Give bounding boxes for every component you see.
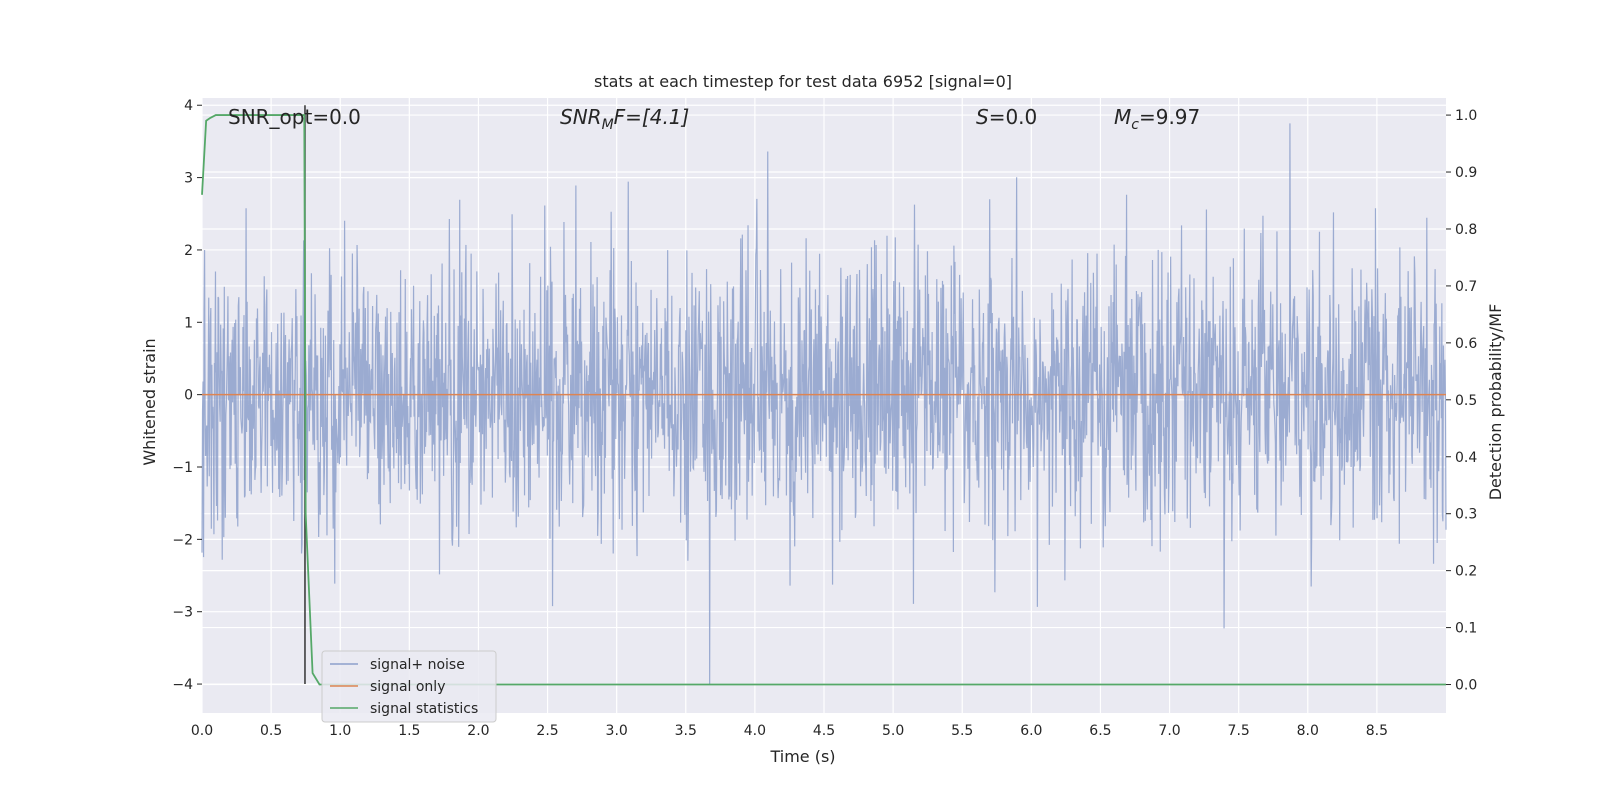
y-tick-label-right: 0.9 xyxy=(1455,165,1477,181)
annotation-s: S=0.0 xyxy=(976,105,1037,129)
y-tick-label-left: −4 xyxy=(172,677,193,693)
y-tick-label-right: 0.5 xyxy=(1455,393,1477,409)
y-tick-label-right: 0.7 xyxy=(1455,279,1477,295)
y-axis-label-left: Whitened strain xyxy=(140,338,159,465)
y-tick-label-right: 1.0 xyxy=(1455,108,1477,124)
y-tick-label-right: 0.6 xyxy=(1455,336,1477,352)
x-tick-label: 6.0 xyxy=(1020,723,1042,739)
x-tick-label: 1.5 xyxy=(398,723,420,739)
ticks: 0.0 0.5 1.0 1.5 2.0 2.5 3.0 3.5 4.0 4.5 5.0 5.5 6.0 6… xyxy=(172,98,1477,739)
legend-box xyxy=(321,650,497,723)
x-tick-label: 0.5 xyxy=(260,723,282,739)
annotation-snr-mf-suffix: F=[4.1] xyxy=(614,105,690,129)
x-tick-label: 8.0 xyxy=(1297,723,1319,739)
annotations: SNR_opt=0.0 SNRMF=[4.1] S=0.0 Mc=9.97 xyxy=(228,105,1200,133)
annotation-snr-opt: SNR_opt=0.0 xyxy=(228,105,361,129)
annotation-s-prefix: S xyxy=(976,105,989,129)
y-axis-label-right: Detection probability/MF xyxy=(1486,304,1505,501)
x-tick-label: 6.5 xyxy=(1089,723,1111,739)
x-tick-label: 5.0 xyxy=(882,723,904,739)
x-tick-label: 3.5 xyxy=(675,723,697,739)
x-tick-label: 4.0 xyxy=(744,723,766,739)
legend: signal+ noise signal only signal statist… xyxy=(321,650,497,723)
y-tick-label-right: 0.0 xyxy=(1455,678,1477,694)
x-tick-label: 0.0 xyxy=(191,723,213,739)
y-tick-label-left: −3 xyxy=(172,605,193,621)
y-tick-label-left: 1 xyxy=(184,315,193,331)
annotation-snr-mf-sub: M xyxy=(602,117,614,133)
y-tick-label-left: 2 xyxy=(184,243,193,259)
x-axis-label: Time (s) xyxy=(769,747,835,766)
x-tick-label: 2.0 xyxy=(467,723,489,739)
y-tick-label-left: 0 xyxy=(184,388,193,404)
y-tick-label-left: 4 xyxy=(184,98,193,114)
x-tick-label: 5.5 xyxy=(951,723,973,739)
chart-title: stats at each timestep for test data 695… xyxy=(594,72,1012,91)
legend-label-signal-noise: signal+ noise xyxy=(370,657,465,673)
x-tick-label: 7.0 xyxy=(1158,723,1180,739)
x-tick-label: 3.0 xyxy=(606,723,628,739)
y-tick-label-left: −1 xyxy=(172,460,193,476)
x-tick-label: 2.5 xyxy=(536,723,558,739)
y-tick-label-right: 0.2 xyxy=(1455,564,1477,580)
y-tick-label-right: 0.8 xyxy=(1455,222,1477,238)
y-tick-label-right: 0.3 xyxy=(1455,507,1477,523)
legend-label-signal-only: signal only xyxy=(370,679,445,695)
annotation-mc-sub: c xyxy=(1131,117,1139,133)
y-tick-label-left: −2 xyxy=(172,532,193,548)
series-signal-noise-line xyxy=(201,123,1447,685)
annotation-snr-mf-prefix: SNR xyxy=(560,105,602,129)
y-tick-label-right: 0.1 xyxy=(1455,621,1477,637)
annotation-mc-suffix: =9.97 xyxy=(1139,105,1200,129)
x-tick-label: 4.5 xyxy=(813,723,835,739)
annotation-mc: Mc=9.97 xyxy=(1114,105,1200,133)
y-tick-label-left: 3 xyxy=(184,171,193,187)
x-tick-label: 1.0 xyxy=(329,723,351,739)
annotation-mc-prefix: M xyxy=(1114,105,1131,129)
annotation-s-suffix: =0.0 xyxy=(989,105,1038,129)
legend-label-signal-statistics: signal statistics xyxy=(370,701,478,717)
x-tick-label: 7.5 xyxy=(1228,723,1250,739)
annotation-snr-mf: SNRMF=[4.1] xyxy=(560,105,689,133)
x-tick-label: 8.5 xyxy=(1366,723,1388,739)
y-tick-label-right: 0.4 xyxy=(1455,450,1477,466)
